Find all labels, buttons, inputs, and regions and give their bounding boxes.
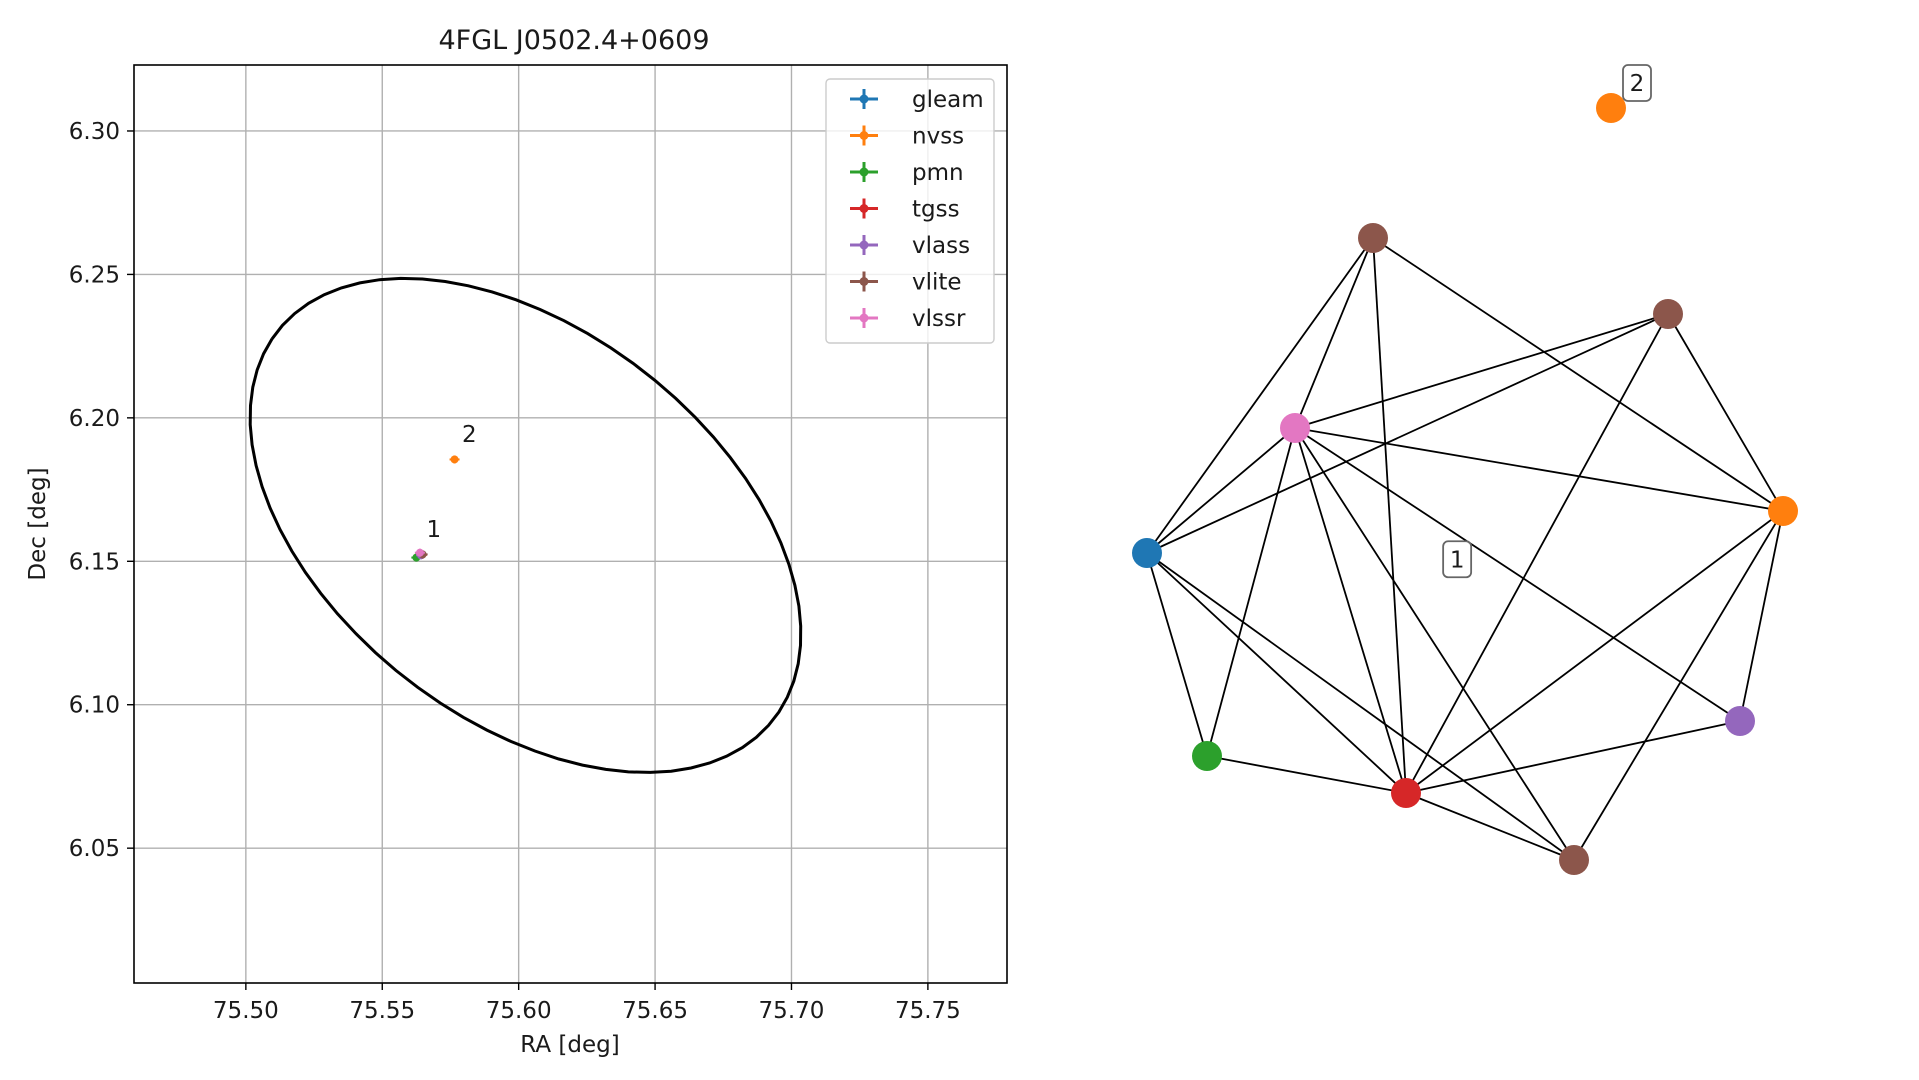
- graph-edge: [1294, 427, 1784, 512]
- point-annotation: 1: [427, 517, 442, 543]
- graph-node: [1653, 299, 1683, 329]
- graph-edge: [1146, 552, 1575, 861]
- graph-nodes: [1132, 93, 1798, 875]
- graph-node: [1725, 706, 1755, 736]
- graph-label-box: [1622, 64, 1652, 102]
- legend-items: gleam nvss pmn tgss vlass vlite vlssr: [850, 87, 984, 332]
- graph-edge: [1573, 510, 1784, 861]
- legend-label-vlass: vlass: [912, 233, 970, 259]
- graph-edge: [1372, 237, 1784, 512]
- graph-node: [1768, 496, 1798, 526]
- graph-label-box: [1442, 540, 1473, 579]
- graph-edge: [1146, 552, 1208, 757]
- graph-label-text: 2: [1630, 71, 1645, 97]
- graph-node: [1192, 741, 1222, 771]
- graph-node: [1596, 93, 1626, 123]
- graph-node: [1358, 223, 1388, 253]
- legend-marker-vlass: [859, 240, 869, 250]
- legend: gleam nvss pmn tgss vlass vlite vlssr: [825, 78, 995, 344]
- source-points: [411, 455, 460, 562]
- graph-edge: [1294, 427, 1407, 794]
- source-annotations: 12: [427, 422, 477, 543]
- legend-label-vlite: vlite: [912, 270, 962, 296]
- x-tick-label: 75.50: [213, 998, 279, 1024]
- y-tick-label: 6.25: [69, 262, 120, 288]
- y-tick-label: 6.20: [69, 406, 120, 432]
- x-axis-label: RA [deg]: [520, 1032, 619, 1058]
- legend-marker-vlite: [859, 277, 869, 286]
- legend-marker-tgss: [859, 204, 869, 213]
- graph-edge: [1405, 313, 1669, 794]
- graph-edge: [1146, 552, 1407, 794]
- x-tick-label: 75.75: [895, 998, 961, 1024]
- sky-map-panel: 4FGL J0502.4+0609 12 75.50 75.55 75.60 75.6…: [25, 25, 1008, 1058]
- legend-label-tgss: tgss: [912, 197, 960, 223]
- graph-edge: [1405, 792, 1575, 861]
- legend-label-pmn: pmn: [912, 160, 964, 186]
- legend-marker-nvss: [859, 131, 869, 140]
- localization-ellipse: [248, 276, 803, 774]
- x-tick-label: 75.60: [486, 998, 552, 1024]
- graph-edge: [1405, 720, 1741, 794]
- graph-node: [1132, 538, 1162, 568]
- legend-box: [825, 78, 995, 344]
- point-nvss: [450, 455, 459, 464]
- y-tick-label: 6.30: [69, 119, 120, 145]
- graph-edge: [1372, 237, 1407, 794]
- y-axis-label: Dec [deg]: [25, 467, 51, 580]
- legend-label-vlssr: vlssr: [912, 306, 966, 332]
- legend-marker-gleam: [859, 94, 869, 104]
- graph-node: [1280, 413, 1310, 443]
- x-tick-label: 75.65: [622, 998, 688, 1024]
- association-graph-panel: 12: [1132, 64, 1798, 875]
- graph-edge: [1294, 237, 1374, 429]
- legend-label-nvss: nvss: [912, 124, 964, 150]
- graph-edge: [1146, 427, 1296, 554]
- x-axis-ticks: 75.50 75.55 75.60 75.65 75.70 75.75: [213, 983, 961, 1024]
- graph-node: [1391, 778, 1421, 808]
- y-axis-ticks: 6.05 6.10 6.15 6.20 6.25 6.30: [69, 119, 134, 862]
- graph-edge: [1146, 313, 1669, 554]
- x-tick-label: 75.55: [349, 998, 415, 1024]
- chart-title: 4FGL J0502.4+0609: [438, 25, 709, 56]
- graph-edge: [1405, 510, 1784, 794]
- graph-edge: [1294, 427, 1575, 861]
- graph-label-text: 1: [1450, 547, 1465, 573]
- graph-edge: [1206, 755, 1407, 794]
- legend-marker-vlssr: [859, 313, 869, 323]
- graph-edges: [1146, 237, 1784, 861]
- point-vlssr: [415, 548, 424, 557]
- graph-edge: [1206, 427, 1296, 757]
- y-tick-label: 6.15: [69, 549, 120, 575]
- graph-edge: [1739, 510, 1784, 722]
- legend-marker-pmn: [859, 167, 869, 177]
- y-tick-label: 6.10: [69, 693, 120, 719]
- graph-edge: [1294, 427, 1741, 722]
- legend-label-gleam: gleam: [912, 87, 984, 113]
- graph-group-labels: 12: [1442, 64, 1652, 579]
- graph-edge: [1667, 313, 1784, 512]
- y-tick-label: 6.05: [69, 836, 120, 862]
- graph-edge: [1146, 237, 1374, 554]
- point-annotation: 2: [462, 422, 477, 448]
- plot-frame: [133, 64, 1008, 984]
- localization-ellipse-group: [248, 276, 803, 774]
- x-tick-label: 75.70: [759, 998, 825, 1024]
- graph-edge: [1294, 313, 1669, 429]
- graph-node: [1559, 845, 1589, 875]
